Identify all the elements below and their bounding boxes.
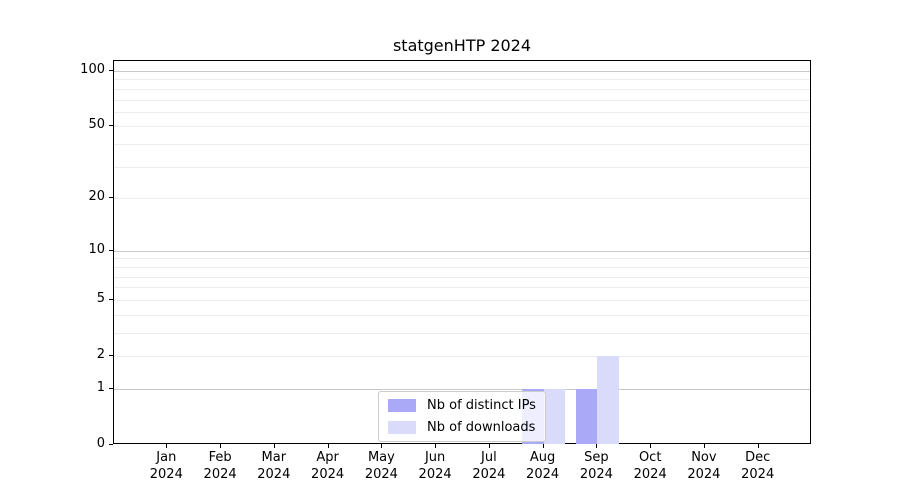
legend-swatch-distinct-ips <box>388 399 416 412</box>
gridline-minor <box>114 287 810 289</box>
x-tick-mark <box>327 444 329 448</box>
gridline-minor <box>114 356 810 357</box>
gridline-minor <box>114 198 810 200</box>
plot-area: Nb of distinct IPs Nb of downloads <box>113 60 811 444</box>
legend-label-distinct-ips: Nb of distinct IPs <box>427 398 536 413</box>
y-tick-mark <box>109 387 113 389</box>
y-tick-mark <box>109 125 113 127</box>
y-tick-mark <box>109 444 113 445</box>
x-tick-label-may: May 2024 <box>364 450 398 482</box>
gridline-minor <box>114 332 810 334</box>
x-tick-mark <box>273 444 275 448</box>
y-tick-mark <box>109 355 113 356</box>
gridline-minor <box>114 314 810 316</box>
gridline-minor <box>114 266 810 268</box>
x-tick-label-jul: Jul 2024 <box>472 450 506 482</box>
gridline-major <box>114 250 810 252</box>
x-tick-mark <box>757 444 759 448</box>
x-tick-mark <box>381 444 383 448</box>
y-tick-label: 50 <box>88 117 105 133</box>
bar-downloads-sep <box>597 356 619 444</box>
x-tick-label-oct: Oct 2024 <box>633 450 667 482</box>
gridline-minor <box>114 88 810 90</box>
y-tick-label: 100 <box>80 62 105 77</box>
gridline-minor <box>114 111 810 113</box>
y-tick-label: 10 <box>88 241 105 257</box>
legend-swatch-downloads <box>388 421 416 434</box>
gridline-minor <box>114 144 810 146</box>
y-tick-mark <box>109 249 113 251</box>
legend-item-distinct-ips: Nb of distinct IPs <box>388 398 536 413</box>
gridline-minor <box>114 79 810 81</box>
x-tick-label-feb: Feb 2024 <box>203 450 237 482</box>
y-tick-label: 2 <box>96 347 105 362</box>
x-tick-mark <box>166 444 168 448</box>
x-tick-label-dec: Dec 2024 <box>741 450 775 482</box>
legend-item-downloads: Nb of downloads <box>388 420 536 435</box>
gridline-minor <box>114 166 810 168</box>
y-tick-mark <box>109 197 113 199</box>
gridline-minor <box>114 99 810 101</box>
legend: Nb of distinct IPs Nb of downloads <box>378 391 546 442</box>
x-tick-mark <box>596 444 598 448</box>
legend-label-downloads: Nb of downloads <box>427 420 536 435</box>
x-tick-label-apr: Apr 2024 <box>311 450 345 482</box>
y-tick-mark <box>109 298 113 300</box>
x-tick-mark <box>435 444 437 448</box>
gridline-minor <box>114 258 810 260</box>
gridline-minor <box>114 299 810 301</box>
y-tick-label: 0 <box>96 436 105 451</box>
x-tick-label-aug: Aug 2024 <box>526 450 560 482</box>
y-tick-mark <box>109 70 113 71</box>
gridline-major <box>114 71 810 72</box>
gridline-minor <box>114 126 810 128</box>
y-tick-label: 1 <box>96 379 105 395</box>
gridline-major <box>114 388 810 390</box>
y-tick-label: 5 <box>96 290 105 306</box>
bar-distinct-ips-sep <box>575 388 598 444</box>
x-tick-label-jan: Jan 2024 <box>149 450 183 482</box>
x-tick-label-sep: Sep 2024 <box>579 450 613 482</box>
x-tick-mark <box>542 444 544 448</box>
x-tick-mark <box>220 444 222 448</box>
x-tick-label-mar: Mar 2024 <box>257 450 291 482</box>
chart-title: statgenHTP 2024 <box>392 36 532 55</box>
gridline-minor <box>114 276 810 278</box>
x-tick-mark <box>650 444 652 448</box>
y-tick-label: 20 <box>88 189 105 205</box>
x-tick-label-nov: Nov 2024 <box>687 450 721 482</box>
bar-downloads-aug <box>543 388 566 444</box>
x-tick-label-jun: Jun 2024 <box>418 450 452 482</box>
x-tick-mark <box>703 444 705 448</box>
x-tick-mark <box>488 444 490 448</box>
